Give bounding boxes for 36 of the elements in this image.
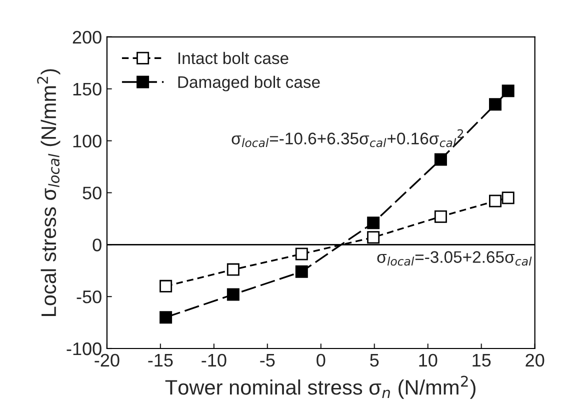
- y-tick-label: 200: [72, 30, 102, 44]
- y-tick-label: 50: [82, 186, 102, 200]
- point: [160, 280, 172, 292]
- point: [160, 311, 172, 324]
- x-tick-label: -10: [202, 354, 226, 367]
- point: [502, 192, 514, 204]
- point: [502, 84, 514, 98]
- y-tick-label: 0: [92, 238, 102, 252]
- point: [489, 194, 502, 208]
- point: [226, 288, 240, 301]
- legend-label: Damaged bolt case: [178, 76, 320, 92]
- point: [295, 248, 308, 260]
- x-tick-label: -15: [148, 354, 173, 367]
- point: [434, 210, 447, 223]
- legend-label: Intact bolt case: [178, 52, 288, 64]
- x-tick-label: -5: [260, 354, 275, 367]
- y-tick-label: 150: [73, 82, 102, 96]
- y-tick-label: 100: [73, 134, 102, 148]
- point: [295, 265, 308, 278]
- annotation: σ$_{local}$=-10.6+6.35σ$_{cal}$+0.16σ$_{cal}$$^{2}$: [232, 129, 464, 148]
- y-tick-label: -50: [76, 290, 102, 304]
- point: [367, 216, 380, 230]
- x-tick-label: 0: [316, 354, 326, 367]
- annotation: σ$_{local}$=-3.05+2.65σ$_{cal}$: [377, 251, 532, 266]
- x-tick-label: -20: [94, 354, 120, 367]
- x-tick-label: 20: [526, 354, 544, 367]
- x-axis-title: Tower nominal stress σ$_{n}$ (N/mm$^{2}$): [165, 376, 476, 399]
- point: [226, 263, 240, 276]
- y-tick-label: -100: [66, 342, 102, 356]
- point: [434, 153, 447, 166]
- point: [489, 98, 502, 111]
- x-tick-label: 10: [419, 354, 438, 367]
- y-axis-title: Local stress σ$_{local}$ (N/mm$^{2}$): [37, 69, 60, 316]
- x-tick-label: 5: [370, 354, 379, 367]
- x-tick-label: 15: [472, 354, 491, 367]
- point: [367, 231, 380, 244]
